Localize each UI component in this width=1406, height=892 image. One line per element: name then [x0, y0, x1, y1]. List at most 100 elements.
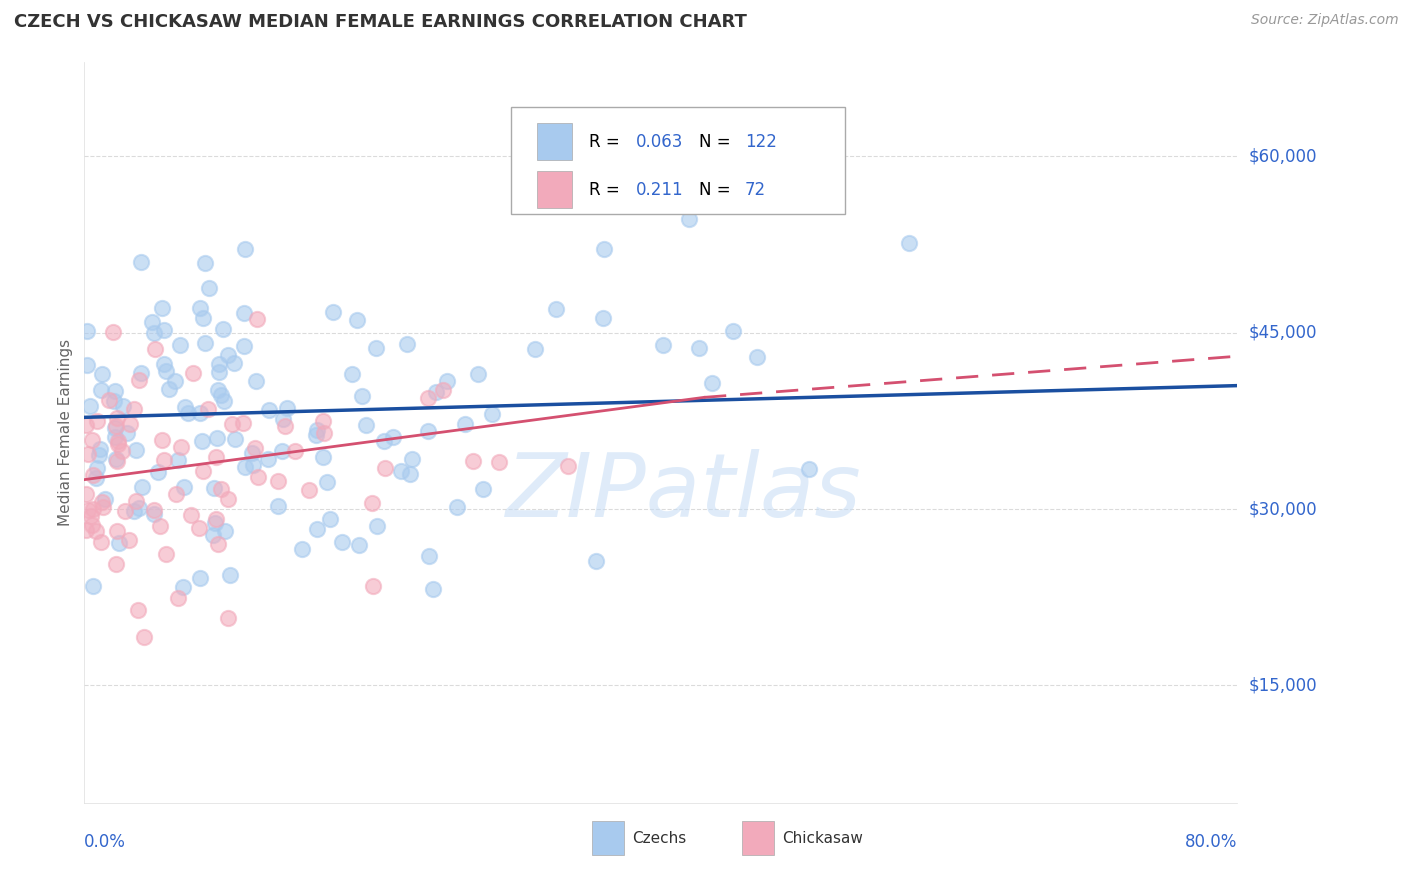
Point	[129, 255, 152, 269]
Point	[165, 374, 187, 388]
Point	[305, 428, 328, 442]
Point	[167, 453, 190, 467]
Point	[104, 429, 127, 443]
Point	[208, 357, 231, 371]
Point	[432, 383, 454, 397]
Point	[76, 358, 98, 372]
Point	[271, 411, 294, 425]
Text: ZIPatlas: ZIPatlas	[506, 449, 862, 535]
Point	[75, 524, 97, 538]
FancyBboxPatch shape	[537, 123, 572, 161]
Point	[418, 424, 440, 438]
Point	[467, 367, 489, 381]
Point	[422, 582, 444, 596]
Point	[208, 365, 231, 379]
Point	[257, 452, 280, 467]
Point	[214, 524, 236, 539]
Point	[366, 519, 388, 533]
Point	[363, 579, 385, 593]
Point	[112, 399, 135, 413]
Point	[217, 492, 239, 507]
Point	[312, 414, 335, 428]
Point	[86, 460, 108, 475]
Point	[197, 401, 219, 416]
Point	[224, 432, 246, 446]
Point	[86, 414, 108, 428]
Point	[898, 236, 921, 251]
Text: Chickasaw: Chickasaw	[782, 830, 863, 846]
Point	[207, 383, 229, 397]
Point	[153, 453, 176, 467]
Point	[105, 454, 128, 468]
Point	[173, 480, 195, 494]
Point	[454, 417, 477, 431]
Point	[366, 341, 388, 355]
Point	[143, 502, 166, 516]
Point	[471, 482, 494, 496]
Point	[170, 440, 193, 454]
Point	[232, 416, 254, 430]
Point	[188, 301, 211, 315]
Point	[546, 301, 568, 316]
Point	[446, 500, 468, 515]
Point	[76, 324, 98, 338]
Point	[118, 533, 141, 548]
Point	[242, 458, 264, 472]
Point	[217, 611, 239, 625]
Point	[233, 242, 256, 256]
Point	[128, 500, 150, 515]
Point	[322, 305, 344, 319]
Point	[165, 487, 187, 501]
Point	[395, 337, 418, 351]
Point	[298, 483, 321, 497]
Point	[418, 549, 440, 564]
Point	[134, 630, 156, 644]
Point	[103, 393, 125, 408]
Point	[91, 494, 114, 508]
Point	[194, 335, 217, 350]
Point	[401, 451, 423, 466]
Point	[82, 433, 104, 447]
FancyBboxPatch shape	[741, 822, 773, 855]
Point	[89, 384, 111, 398]
Point	[193, 256, 215, 270]
Point	[105, 451, 128, 466]
Point	[233, 339, 256, 353]
Point	[77, 503, 100, 517]
Point	[745, 350, 768, 364]
Point	[77, 447, 100, 461]
Point	[146, 466, 169, 480]
Point	[245, 374, 267, 388]
FancyBboxPatch shape	[510, 107, 845, 214]
Point	[191, 464, 214, 478]
Point	[90, 367, 112, 381]
Point	[104, 419, 127, 434]
Point	[101, 325, 124, 339]
Point	[80, 508, 103, 523]
Point	[105, 410, 128, 425]
Point	[243, 442, 266, 456]
Text: Czechs: Czechs	[633, 830, 686, 846]
Text: N =: N =	[699, 133, 735, 151]
Point	[105, 524, 128, 538]
Point	[188, 406, 211, 420]
Text: 0.0%: 0.0%	[84, 833, 127, 851]
Point	[312, 426, 335, 441]
Point	[233, 460, 256, 475]
Point	[463, 454, 485, 468]
Point	[797, 462, 820, 476]
Point	[271, 444, 294, 458]
Point	[104, 558, 127, 572]
Point	[204, 516, 226, 531]
Point	[312, 450, 335, 464]
Point	[191, 434, 214, 448]
Point	[217, 348, 239, 362]
Point	[211, 322, 233, 336]
Text: $60,000: $60,000	[1249, 147, 1317, 165]
Point	[84, 471, 107, 485]
Point	[177, 405, 200, 419]
Point	[153, 357, 176, 371]
Point	[291, 541, 314, 556]
Point	[585, 554, 607, 568]
Point	[75, 487, 97, 501]
